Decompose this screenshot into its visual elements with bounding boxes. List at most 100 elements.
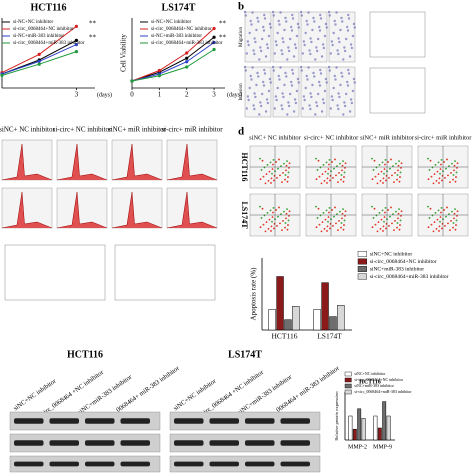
cell bbox=[309, 52, 312, 56]
dot bbox=[277, 215, 279, 218]
dot bbox=[259, 157, 261, 160]
dot bbox=[322, 212, 325, 214]
dot bbox=[455, 224, 457, 226]
cell bbox=[269, 81, 272, 84]
cell bbox=[291, 68, 294, 72]
x-tick-label: 3 bbox=[212, 91, 216, 99]
cell bbox=[283, 83, 286, 87]
cell bbox=[312, 71, 315, 75]
cell bbox=[347, 68, 350, 72]
dot bbox=[328, 163, 330, 166]
dot bbox=[395, 210, 397, 213]
band bbox=[49, 418, 79, 424]
band bbox=[280, 440, 310, 446]
cell bbox=[252, 104, 255, 107]
dot bbox=[450, 219, 452, 222]
cell bbox=[331, 98, 334, 102]
image-tile bbox=[111, 139, 163, 181]
dot bbox=[382, 225, 385, 228]
dot bbox=[374, 223, 377, 226]
point bbox=[212, 40, 216, 45]
dot bbox=[343, 219, 346, 222]
dot bbox=[275, 209, 277, 211]
cell bbox=[315, 49, 319, 53]
dot bbox=[447, 222, 449, 225]
bar bbox=[382, 401, 387, 441]
histogram bbox=[56, 191, 108, 229]
dot bbox=[444, 225, 446, 227]
cell bbox=[337, 107, 340, 111]
cell bbox=[328, 14, 331, 17]
cell bbox=[262, 84, 266, 87]
dot bbox=[455, 219, 458, 222]
cell bbox=[324, 77, 328, 81]
dot bbox=[288, 166, 290, 169]
cell bbox=[248, 31, 251, 35]
cell bbox=[285, 20, 288, 23]
legend-label: si-NC+NC inhibitor bbox=[151, 20, 192, 25]
cell bbox=[250, 78, 253, 81]
cell bbox=[301, 107, 305, 110]
cell bbox=[307, 66, 310, 69]
dot bbox=[436, 218, 439, 221]
dot bbox=[372, 217, 375, 219]
cell bbox=[291, 72, 295, 75]
dot bbox=[440, 211, 442, 214]
dot bbox=[448, 165, 450, 168]
cell bbox=[279, 66, 282, 69]
dot bbox=[446, 206, 448, 209]
dot bbox=[327, 220, 329, 223]
dot bbox=[371, 205, 373, 208]
dot bbox=[264, 230, 267, 233]
dot bbox=[375, 214, 378, 217]
dot bbox=[400, 166, 402, 169]
dot bbox=[439, 216, 442, 219]
point bbox=[130, 79, 134, 83]
image-tile bbox=[328, 66, 356, 118]
dot bbox=[371, 178, 374, 181]
cell bbox=[332, 31, 335, 35]
dot bbox=[449, 181, 451, 184]
cell bbox=[304, 86, 307, 90]
dot bbox=[267, 227, 270, 230]
image-tile bbox=[244, 66, 272, 118]
cell bbox=[352, 22, 356, 26]
dot bbox=[448, 213, 450, 216]
cell bbox=[333, 74, 336, 78]
dot bbox=[272, 163, 274, 166]
dot bbox=[394, 219, 396, 222]
dot bbox=[435, 179, 438, 182]
dot bbox=[287, 176, 289, 178]
dot bbox=[319, 214, 322, 217]
cell bbox=[324, 22, 328, 26]
dot bbox=[430, 223, 433, 226]
dot bbox=[276, 177, 278, 179]
cell bbox=[244, 69, 247, 72]
dot bbox=[327, 168, 330, 171]
dot bbox=[272, 211, 274, 214]
dot bbox=[380, 170, 383, 173]
bar bbox=[357, 408, 362, 441]
cell bbox=[285, 75, 288, 78]
dot bbox=[315, 226, 318, 229]
point bbox=[185, 51, 189, 55]
dot bbox=[329, 179, 331, 182]
cell bbox=[260, 37, 264, 41]
column-label: si-circ+ NC inhibitor bbox=[304, 134, 359, 141]
legend-swatch bbox=[344, 377, 352, 383]
blot-title: LS174T bbox=[228, 349, 262, 360]
cell bbox=[334, 78, 337, 81]
dot bbox=[384, 211, 386, 214]
point bbox=[212, 35, 216, 39]
band bbox=[85, 440, 115, 446]
cell bbox=[287, 101, 290, 104]
dot bbox=[338, 171, 340, 174]
cell bbox=[353, 26, 356, 29]
dot bbox=[266, 164, 269, 166]
dot bbox=[280, 213, 282, 216]
point bbox=[157, 68, 161, 73]
cell bbox=[259, 101, 262, 104]
dot bbox=[323, 179, 326, 182]
dot bbox=[285, 164, 288, 167]
cell bbox=[331, 43, 334, 47]
